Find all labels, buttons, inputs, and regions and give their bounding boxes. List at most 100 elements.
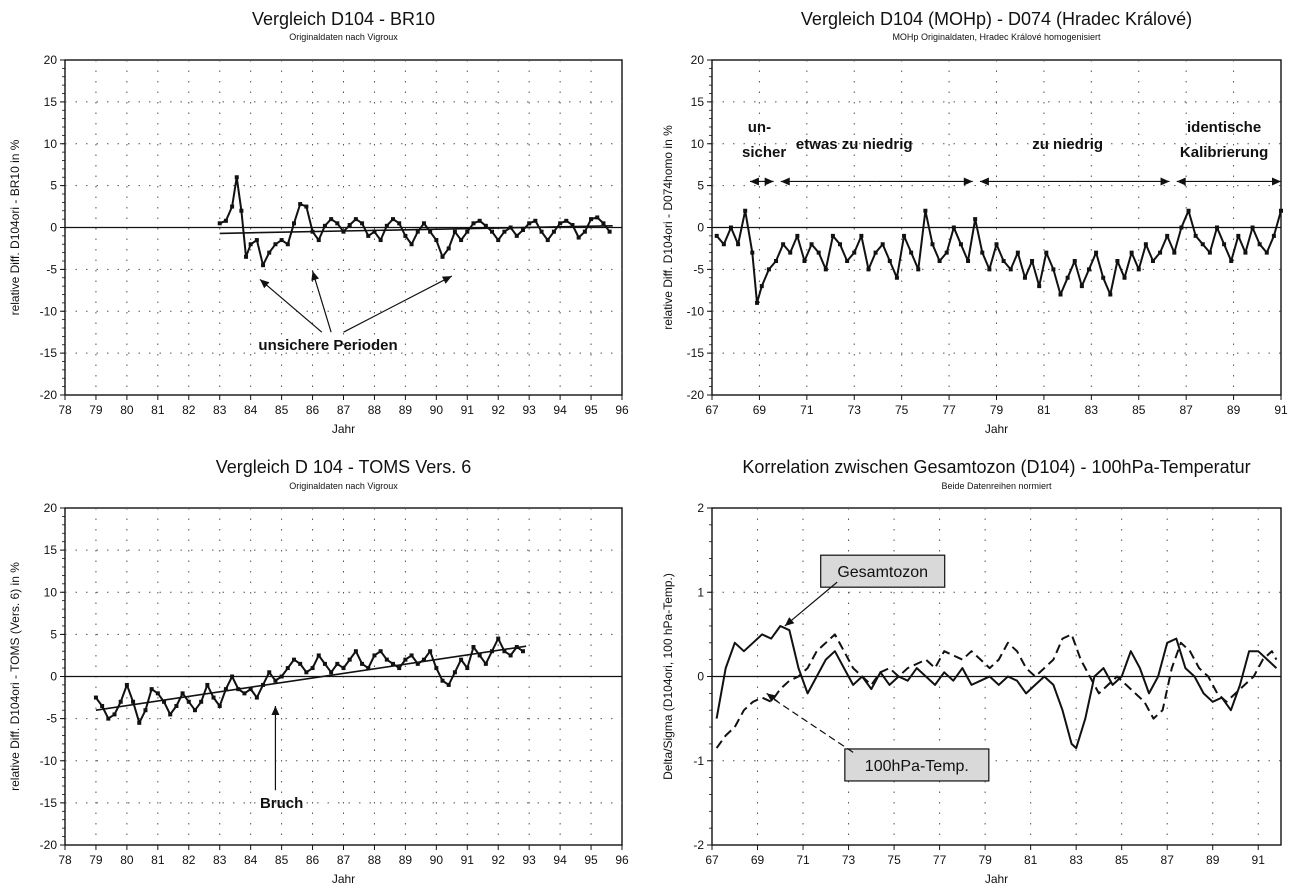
x-tick-label: 79 (990, 403, 1004, 417)
annotation-arrow-head (441, 276, 452, 284)
annotation-label: identische (1187, 119, 1261, 136)
data-point (242, 691, 247, 696)
data-point (180, 691, 185, 696)
x-tick-label: 82 (182, 403, 196, 417)
period-arrow-head (963, 177, 973, 186)
y-axis-label: Delta/Sigma (D104ori, 100 hPa-Temp.) (661, 573, 675, 780)
series-line (715, 209, 1282, 304)
y-tick-label: 10 (691, 137, 705, 151)
data-point (564, 218, 569, 223)
data-point (880, 242, 885, 247)
data-point (838, 242, 843, 247)
data-point (298, 202, 303, 207)
x-tick-label: 85 (275, 403, 289, 417)
x-tick-label: 81 (1037, 403, 1051, 417)
data-point (1022, 275, 1027, 280)
x-tick-label: 79 (978, 853, 992, 867)
data-point (378, 649, 383, 654)
data-point (766, 267, 771, 272)
annotation-arrow (343, 275, 453, 333)
data-point (1037, 284, 1042, 289)
chart-title: Vergleich D104 (MOHp) - D074 (Hradec Krá… (801, 9, 1192, 29)
data-point (234, 175, 239, 180)
data-point (958, 242, 963, 247)
x-axis-label: Jahr (985, 872, 1008, 886)
y-tick-label: 1 (697, 585, 704, 599)
data-point (137, 720, 142, 725)
data-point (894, 275, 899, 280)
y-tick-label: -15 (40, 796, 58, 810)
data-point (223, 687, 228, 692)
y-tick-label: -20 (40, 388, 58, 402)
x-tick-label: 92 (492, 403, 506, 417)
annotation-arrow (311, 270, 332, 333)
data-point (254, 238, 259, 243)
data-point (520, 649, 525, 654)
data-point (1143, 242, 1148, 247)
x-tick-label: 83 (213, 403, 227, 417)
annotation-label: un- (748, 119, 771, 136)
x-tick-label: 67 (705, 853, 719, 867)
y-tick-label: 20 (691, 53, 705, 67)
data-point (304, 204, 309, 209)
series-line (95, 637, 524, 724)
y-tick-label: 5 (50, 627, 57, 641)
data-point (372, 229, 377, 234)
chart-4: Korrelation zwischen Gesamtozon (D104) -… (661, 457, 1282, 886)
data-point (595, 215, 600, 220)
data-point (755, 300, 760, 305)
data-point (1058, 292, 1063, 297)
data-point (446, 246, 451, 251)
x-tick-label: 87 (337, 853, 351, 867)
data-point (223, 218, 228, 223)
data-point (304, 670, 309, 675)
y-tick-label: 0 (50, 670, 57, 684)
data-point (409, 653, 414, 658)
data-point (1243, 250, 1248, 255)
data-point (502, 649, 507, 654)
chart-title: Vergleich D 104 - TOMS Vers. 6 (216, 457, 471, 477)
annotation-label: Kalibrierung (1180, 144, 1268, 161)
data-point (291, 657, 296, 662)
data-point (1279, 208, 1283, 213)
data-point (329, 217, 334, 222)
callout-arrow-head (784, 617, 795, 626)
series-line-gesamtozon (715, 625, 1278, 750)
data-point (728, 225, 733, 230)
data-point (273, 242, 278, 247)
data-point (533, 218, 538, 223)
data-point (440, 254, 445, 259)
data-point (149, 687, 154, 692)
x-tick-label: 78 (58, 403, 72, 417)
x-axis-label: Jahr (985, 422, 1008, 436)
chart-title: Korrelation zwischen Gesamtozon (D104) -… (742, 457, 1250, 477)
data-point (866, 267, 871, 272)
y-axis-label: relative Diff. D104ori - D074homo in % (661, 125, 675, 330)
period-arrow-head (764, 177, 774, 186)
series-line-100hpa-temp- (715, 633, 1278, 749)
callout-arrow (770, 697, 854, 753)
x-tick-label: 88 (368, 853, 382, 867)
data-point (329, 670, 334, 675)
y-tick-label: 15 (44, 95, 58, 109)
data-point (143, 708, 148, 713)
annotation-arrow-head (271, 705, 280, 715)
data-point (1015, 250, 1020, 255)
chart-subtitle: Beide Datenreihen normiert (941, 481, 1052, 491)
y-tick-label: 15 (691, 95, 705, 109)
data-point (1072, 259, 1077, 263)
data-point (93, 695, 98, 700)
chart-3: Vergleich D 104 - TOMS Vers. 6 Originalda… (8, 457, 629, 886)
data-point (973, 217, 978, 222)
data-point (1079, 284, 1084, 289)
data-point (496, 238, 501, 243)
data-point (483, 223, 488, 228)
data-point (1193, 233, 1198, 238)
data-point (1172, 250, 1177, 255)
data-point (322, 661, 327, 666)
x-tick-label: 94 (553, 403, 567, 417)
y-tick-label: -5 (46, 262, 57, 276)
data-point (937, 259, 942, 263)
y-tick-label: -20 (40, 838, 58, 852)
data-point (909, 250, 914, 255)
